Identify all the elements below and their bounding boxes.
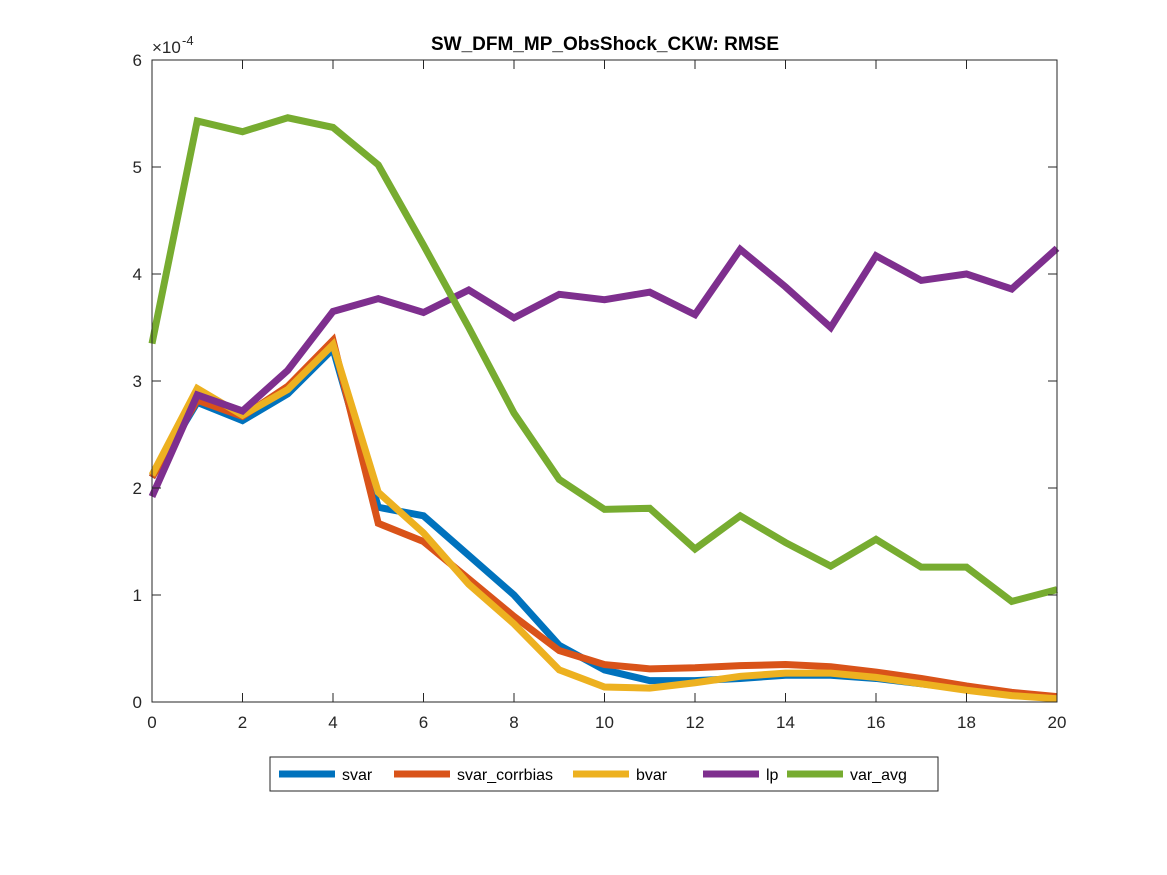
- series-layer: [148, 114, 1060, 703]
- x-tick-label: 18: [957, 713, 976, 732]
- y-tick-label: 3: [133, 372, 142, 391]
- y-tick-label: 0: [133, 693, 142, 712]
- legend-label-lp: lp: [766, 767, 779, 784]
- legend-items: svar svar_corrbias bvar lp var_avg: [279, 767, 907, 784]
- y-tick-label: 2: [133, 479, 142, 498]
- y-tick-label: 6: [133, 51, 142, 70]
- x-tick-label: 4: [328, 713, 337, 732]
- y-exponent-label: ×10 -4: [152, 33, 194, 57]
- series-line-lp: [148, 244, 1060, 498]
- legend-label-bvar: bvar: [636, 767, 668, 784]
- legend-label-svar-corrbias: svar_corrbias: [457, 767, 553, 784]
- x-tick-label: 8: [509, 713, 518, 732]
- y-axis: 0 1 2 3 4 5 6: [133, 51, 1057, 712]
- series-line-bvar: [148, 338, 1058, 703]
- plot-area: [152, 60, 1057, 702]
- x-tick-label: 0: [147, 713, 156, 732]
- x-tick-label: 16: [867, 713, 886, 732]
- x-axis: 0 2 4 6 8 10 12 14 16 18 20: [147, 60, 1066, 732]
- x-tick-label: 12: [686, 713, 705, 732]
- y-tick-label: 4: [133, 265, 142, 284]
- legend-label-svar: svar: [342, 767, 373, 784]
- y-tick-label: 1: [133, 586, 142, 605]
- x-tick-label: 14: [776, 713, 795, 732]
- x-tick-label: 20: [1048, 713, 1067, 732]
- x-tick-label: 2: [238, 713, 247, 732]
- legend-label-var-avg: var_avg: [850, 767, 907, 784]
- series-line-var-avg: [148, 114, 1058, 606]
- x-tick-label: 10: [595, 713, 614, 732]
- legend: svar svar_corrbias bvar lp var_avg: [269, 756, 939, 792]
- y-tick-label: 5: [133, 158, 142, 177]
- y-exponent-base: ×10: [152, 38, 181, 57]
- chart-title: SW_DFM_MP_ObsShock_CKW: RMSE: [431, 34, 779, 55]
- x-tick-label: 6: [419, 713, 428, 732]
- y-exponent-power: -4: [182, 33, 194, 48]
